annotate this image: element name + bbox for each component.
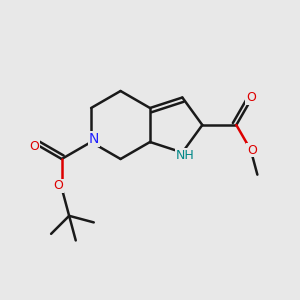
Text: O: O <box>246 92 256 104</box>
Text: O: O <box>247 143 257 157</box>
Text: NH: NH <box>176 149 195 162</box>
Text: N: N <box>89 132 99 146</box>
Text: O: O <box>54 179 64 192</box>
Text: O: O <box>30 140 40 153</box>
